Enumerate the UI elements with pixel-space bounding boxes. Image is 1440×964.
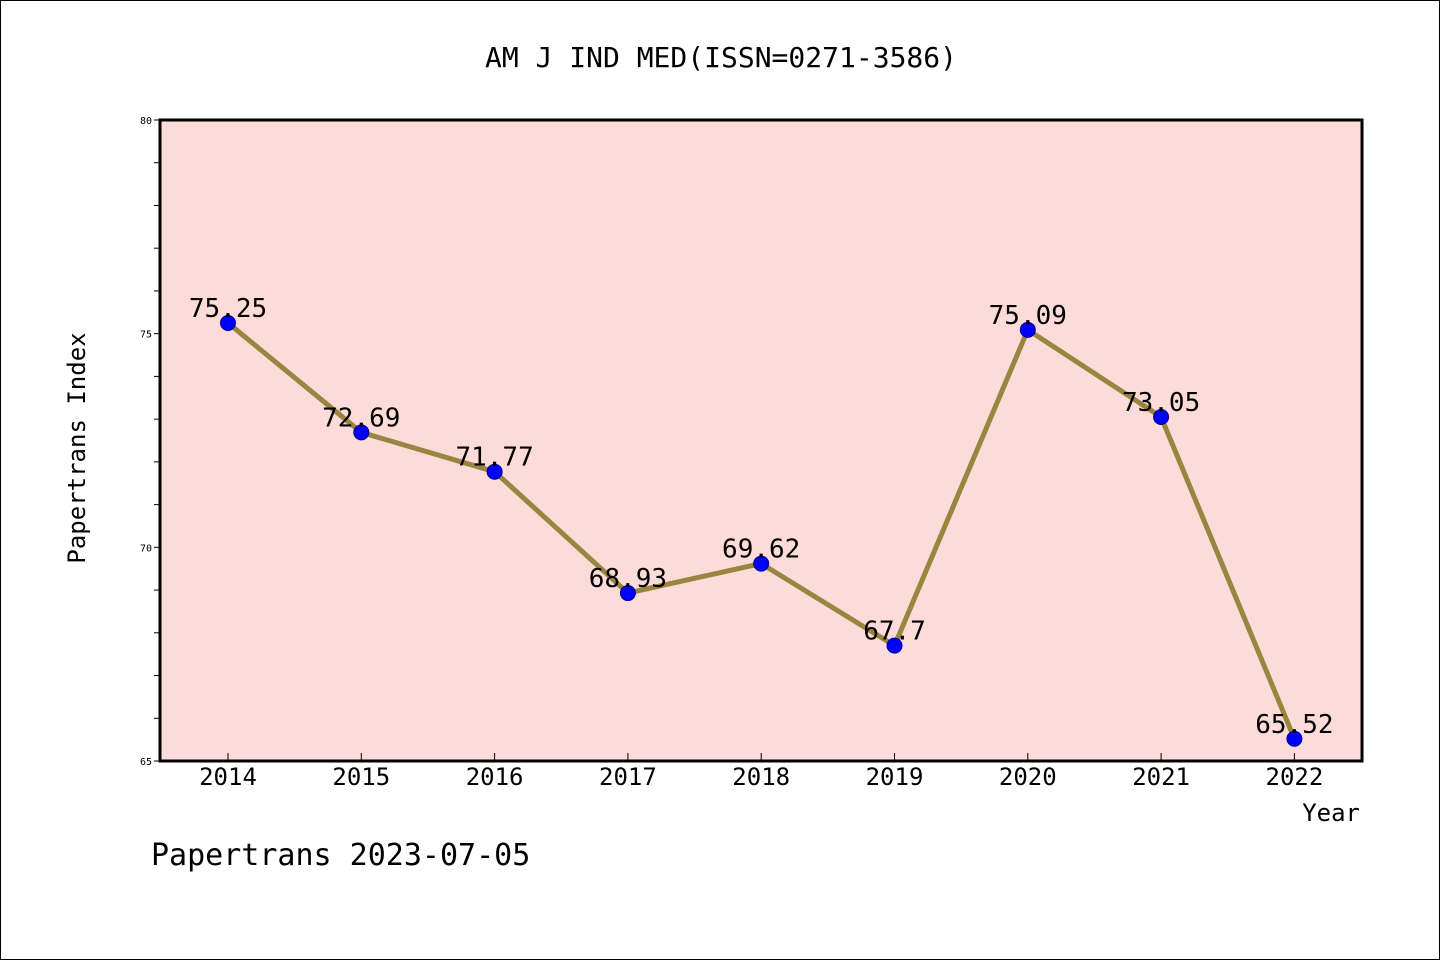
data-point <box>1286 730 1303 747</box>
data-point <box>886 637 903 654</box>
data-point <box>486 463 503 480</box>
data-point <box>1019 321 1036 338</box>
y-tick-label: 70 <box>140 543 152 554</box>
x-axis-ticks: 2014 2015 2016 2017 2018 2019 2020 2021 2022 <box>199 753 1323 791</box>
data-point <box>619 585 636 602</box>
data-label: 75.25 <box>189 294 267 324</box>
data-point <box>753 555 770 572</box>
data-point <box>1153 408 1170 425</box>
data-label: 67.7 <box>863 617 926 647</box>
x-tick-label: 2015 <box>332 763 390 791</box>
x-axis-label: Year <box>1302 799 1360 827</box>
data-label: 68.93 <box>589 564 667 594</box>
x-tick-label: 2014 <box>199 763 257 791</box>
data-labels: 75.25 72.69 71.77 68.93 69.62 67.7 75.09 73.05 6… <box>189 294 1334 740</box>
y-tick-label: 80 <box>140 116 152 127</box>
y-tick-label: 75 <box>140 330 152 341</box>
data-label: 69.62 <box>722 535 800 565</box>
x-tick-label: 2016 <box>466 763 524 791</box>
series-markers <box>220 314 1303 747</box>
x-tick-label: 2019 <box>866 763 924 791</box>
data-label: 71.77 <box>455 443 533 473</box>
y-tick-label: 65 <box>140 757 152 768</box>
x-tick-label: 2021 <box>1132 763 1190 791</box>
y-axis-label: Papertrans Index <box>63 332 91 563</box>
data-point <box>353 424 370 441</box>
footer-note: Papertrans 2023-07-05 <box>151 838 530 873</box>
data-label: 75.09 <box>989 301 1067 331</box>
x-tick-label: 2017 <box>599 763 657 791</box>
data-label: 73.05 <box>1122 388 1200 418</box>
x-tick-label: 2020 <box>999 763 1057 791</box>
chart-title: AM J IND MED(ISSN=0271-3586) <box>485 41 957 74</box>
y-axis-ticks: 65 70 75 80 <box>140 116 160 768</box>
x-tick-label: 2018 <box>732 763 790 791</box>
data-label: 65.52 <box>1255 710 1333 740</box>
data-label: 72.69 <box>322 403 400 433</box>
plot-area <box>158 118 1364 763</box>
x-tick-label: 2022 <box>1266 763 1324 791</box>
data-point <box>220 314 236 331</box>
